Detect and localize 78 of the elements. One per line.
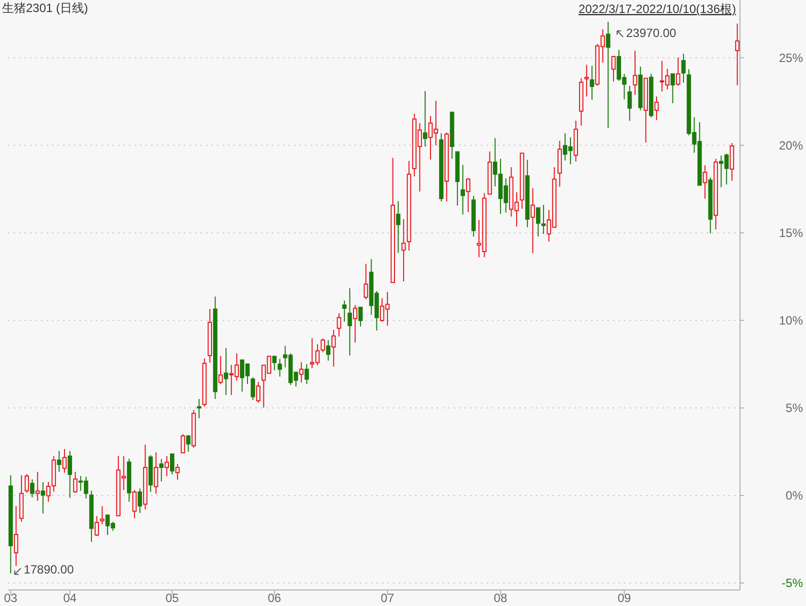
candlestick [326,339,330,362]
candlestick [14,506,18,566]
candlestick [132,490,137,519]
candlestick [40,482,46,514]
candlestick [159,458,164,482]
x-tick-label: 05 [165,591,180,605]
candlestick [627,85,632,122]
x-tick-label: 03 [4,591,18,605]
candlestick [654,96,659,120]
candlestick [320,338,326,353]
candlestick [138,488,142,514]
candlestick [396,200,400,254]
candlestick [170,453,174,475]
candlestick [154,452,158,494]
candlestick [196,398,202,419]
candlestick [336,312,342,337]
candlestick [272,356,277,371]
candlestick [73,471,78,494]
candlestick [702,164,708,200]
candlestick [364,263,368,300]
candlestick [68,450,72,498]
y-tick-label: 10% [778,314,804,328]
candlestick [358,306,363,328]
candlestick [164,456,169,477]
candlestick [681,53,686,84]
candlestick [304,364,309,384]
candlestick [24,474,30,494]
candlestick [256,382,260,404]
x-tick-label: 04 [63,591,77,605]
candlestick [422,90,428,148]
y-tick-label: 25% [778,50,804,65]
y-tick-label: 20% [778,138,804,153]
candlestick [735,23,740,86]
candlestick [299,362,304,384]
candlestick [466,178,470,213]
candlestick [530,188,535,254]
chart-subtitle: 2022/3/17-2022/10/10(136根) [578,2,736,16]
candlestick [250,376,256,401]
candlestick [590,65,594,100]
y-tick-label: -5% [782,576,804,590]
candlestick [632,50,638,96]
y-tick-label: 5% [786,401,804,416]
x-tick-label: 06 [268,591,282,605]
candlestick [348,288,352,356]
candlestick [62,448,67,474]
candlestick [331,329,336,368]
candlestick [584,64,589,97]
candlestick [186,434,190,452]
x-tick-label: 08 [494,591,508,605]
candlestick [218,355,223,385]
candlestick [56,450,62,472]
candlestick [730,142,734,182]
candlestick [676,57,680,86]
candlestick [224,348,228,396]
candlestick [352,304,358,344]
candlestick [460,164,465,215]
candlestick [558,140,562,188]
candlestick [94,516,99,537]
candlestick [35,471,40,502]
y-tick-label: 0% [786,488,804,503]
chart-title: 生猪2301 (日线) [2,1,88,15]
annotation: 23970.00 [626,26,677,40]
candlestick [670,73,675,104]
candlestick [278,358,282,378]
candlestick [175,463,180,480]
y-tick-label: 15% [778,226,804,240]
candlestick [401,218,406,282]
candlestick [541,204,546,234]
candlestick [606,21,610,129]
annotation: 17890.00 [24,562,74,576]
x-tick-label: 09 [618,591,632,605]
x-tick-label: 07 [380,591,394,605]
candlestick [611,55,616,82]
candlestick [100,506,104,525]
candlestick [342,300,347,322]
candlestick [30,478,34,498]
candlestick [180,434,186,454]
candlestick [536,207,540,238]
